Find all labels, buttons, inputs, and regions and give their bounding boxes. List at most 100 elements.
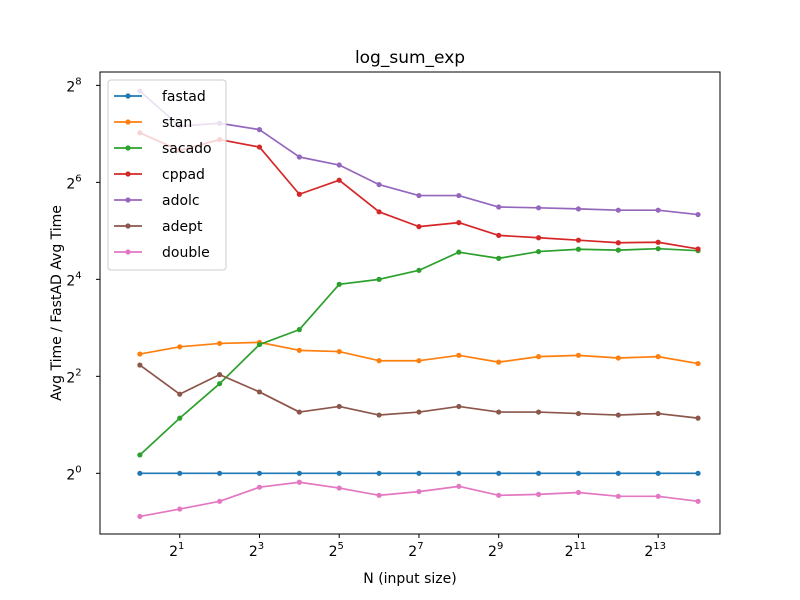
data-point-adolc (496, 204, 502, 210)
data-point-cppad (256, 144, 263, 150)
legend-item-double: double (114, 245, 210, 261)
data-point-fastad (256, 470, 263, 476)
data-point-sacado (535, 248, 542, 255)
y-tick-exponent: 8 (75, 76, 81, 87)
data-point-double (535, 491, 542, 497)
data-point-adept (376, 412, 382, 418)
data-point-fastad (177, 470, 183, 476)
data-point-double (456, 483, 462, 489)
data-point-stan (296, 347, 302, 353)
y-tick-base: 2 (66, 273, 75, 289)
data-point-double (177, 506, 183, 512)
legend-item-fastad: fastad (114, 89, 206, 105)
data-point-adept (575, 410, 582, 417)
data-point-cppad (615, 240, 621, 246)
data-point-stan (416, 358, 422, 364)
data-point-stan (575, 352, 582, 358)
series-double (137, 479, 701, 520)
legend: fastad stan sacado cppad adolc adept double (107, 79, 227, 271)
data-point-stan (655, 354, 661, 360)
legend-box (107, 79, 227, 271)
data-point-fastad (655, 470, 661, 476)
legend-label: double (162, 245, 210, 261)
data-point-fastad (535, 470, 542, 476)
data-point-double (416, 488, 422, 495)
legend-label: sacado (162, 141, 212, 157)
data-point-cppad (336, 177, 342, 183)
legend-label: cppad (162, 167, 205, 183)
data-point-double (615, 493, 621, 499)
legend-label: fastad (162, 89, 206, 105)
data-point-adolc (575, 206, 582, 212)
x-tick-base: 2 (488, 544, 497, 560)
y-tick-exponent: 4 (75, 270, 81, 281)
data-point-adept (496, 409, 502, 415)
data-point-stan (137, 351, 143, 357)
y-tick-label: 28 (66, 76, 81, 95)
data-point-stan (177, 344, 183, 350)
y-tick-base: 2 (66, 370, 75, 386)
data-point-cppad (575, 237, 582, 243)
y-tick-base: 2 (66, 176, 75, 192)
series-stan (137, 339, 701, 367)
data-point-adept (137, 362, 143, 368)
data-point-cppad (376, 209, 382, 215)
y-tick-label: 24 (66, 270, 81, 289)
data-point-sacado (575, 246, 582, 252)
x-tick-label: 25 (329, 541, 344, 560)
data-point-sacado (177, 415, 183, 421)
data-point-sacado (336, 281, 342, 287)
data-point-sacado (376, 276, 382, 282)
data-point-stan (336, 348, 342, 355)
series-layer (137, 88, 701, 520)
y-tick-exponent: 0 (75, 464, 81, 475)
data-point-adept (416, 409, 422, 415)
x-tick-base: 2 (644, 544, 653, 560)
data-point-sacado (416, 267, 422, 273)
y-axis-label: Avg Time / FastAD Avg Time (49, 205, 65, 401)
data-point-adolc (376, 181, 382, 188)
x-tick-exponent: 1 (178, 541, 184, 552)
data-point-double (256, 484, 263, 490)
data-point-cppad (456, 220, 462, 226)
legend-swatch-marker (125, 171, 131, 177)
x-tick-label: 29 (488, 541, 503, 560)
data-point-stan (535, 354, 542, 360)
data-point-adept (177, 391, 183, 397)
data-point-stan (496, 359, 502, 365)
legend-swatch-marker (125, 119, 131, 125)
data-point-fastad (575, 470, 582, 476)
series-fastad (137, 470, 701, 476)
data-point-cppad (496, 232, 502, 238)
data-point-fastad (416, 470, 422, 476)
series-sacado (137, 246, 701, 458)
data-point-stan (695, 360, 701, 367)
data-point-sacado (217, 381, 223, 387)
legend-swatch-marker (125, 249, 131, 255)
data-point-adept (296, 409, 302, 415)
data-point-double (137, 513, 143, 520)
data-point-double (336, 485, 342, 491)
data-point-adolc (695, 211, 701, 218)
data-point-adolc (456, 192, 462, 199)
data-point-fastad (336, 470, 342, 476)
x-tick-label: 21 (169, 541, 184, 560)
data-point-fastad (137, 470, 143, 476)
data-point-adept (535, 409, 542, 415)
y-tick-base: 2 (66, 467, 75, 483)
legend-swatch-marker (125, 145, 131, 151)
x-axis-label: N (input size) (363, 571, 456, 587)
legend-swatch-marker (125, 223, 131, 229)
x-tick-label: 27 (408, 541, 423, 560)
x-tick-base: 2 (408, 544, 417, 560)
data-point-adept (256, 389, 263, 395)
legend-label: adolc (162, 193, 200, 209)
x-tick-exponent: 3 (258, 541, 264, 552)
data-point-sacado (296, 327, 302, 333)
data-point-adept (615, 412, 621, 418)
data-point-adept (336, 403, 342, 410)
legend-label: adept (162, 219, 203, 235)
y-tick-exponent: 2 (75, 367, 81, 378)
x-tick-exponent: 13 (653, 541, 666, 552)
